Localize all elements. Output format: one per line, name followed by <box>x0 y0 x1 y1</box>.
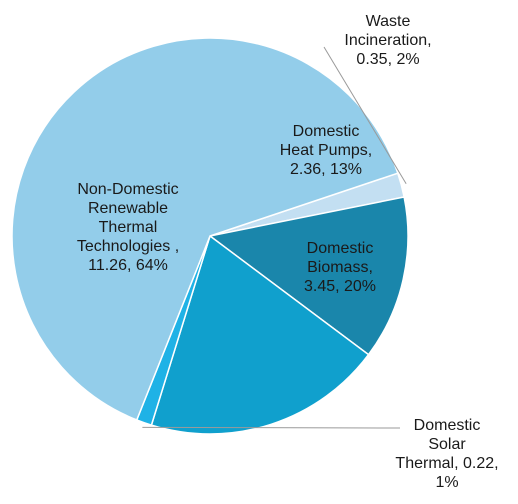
slice-label-line: Domestic <box>293 123 360 140</box>
slice-label-line: 0.35, 2% <box>356 51 419 68</box>
pie-slices <box>11 37 409 435</box>
slice-label-line: Non-Domestic <box>77 181 178 198</box>
slice-label-line: Domestic <box>414 417 481 434</box>
slice-label-line: Renewable <box>88 200 168 217</box>
slice-label-line: Heat Pumps, <box>280 142 372 159</box>
slice-label: Domestic Biomass, 3.45, 20% <box>304 240 376 295</box>
slice-label-line: 1% <box>435 474 458 491</box>
slice-label-line: Thermal, 0.22, <box>395 455 498 472</box>
slice-label-line: 2.36, 13% <box>290 161 362 178</box>
pie-slice-domestic-biomass <box>150 234 370 435</box>
slice-label-line: Incineration, <box>344 32 431 49</box>
slice-label-line: Technologies , <box>77 238 179 255</box>
slice-label-line: Solar <box>428 436 466 453</box>
pie-slice-non-domestic-renewable-thermal-technologies <box>11 37 399 421</box>
slice-label: Domestic Solar Thermal, 0.22, 1% <box>395 417 498 491</box>
slice-label: Domestic Heat Pumps, 2.36, 13% <box>280 123 372 178</box>
leader-line <box>142 426 401 429</box>
slice-label-line: Domestic <box>307 240 374 257</box>
slice-label-line: 3.45, 20% <box>304 278 376 295</box>
slice-label-line: Thermal <box>99 219 158 236</box>
slice-label-line: Waste <box>366 13 411 30</box>
slice-label: Non-Domestic Renewable Thermal Technologies… <box>77 181 179 274</box>
pie-slice-domestic-heat-pumps <box>208 196 409 356</box>
slice-label-line: 11.26, 64% <box>88 257 168 274</box>
leader-line <box>323 46 407 184</box>
slice-label-line: Biomass, <box>307 259 373 276</box>
slice-labels: Waste Incineration, 0.35, 2% Domestic Heat P… <box>77 13 499 491</box>
slice-label: Waste Incineration, 0.35, 2% <box>344 13 431 68</box>
leader-lines <box>142 46 407 429</box>
